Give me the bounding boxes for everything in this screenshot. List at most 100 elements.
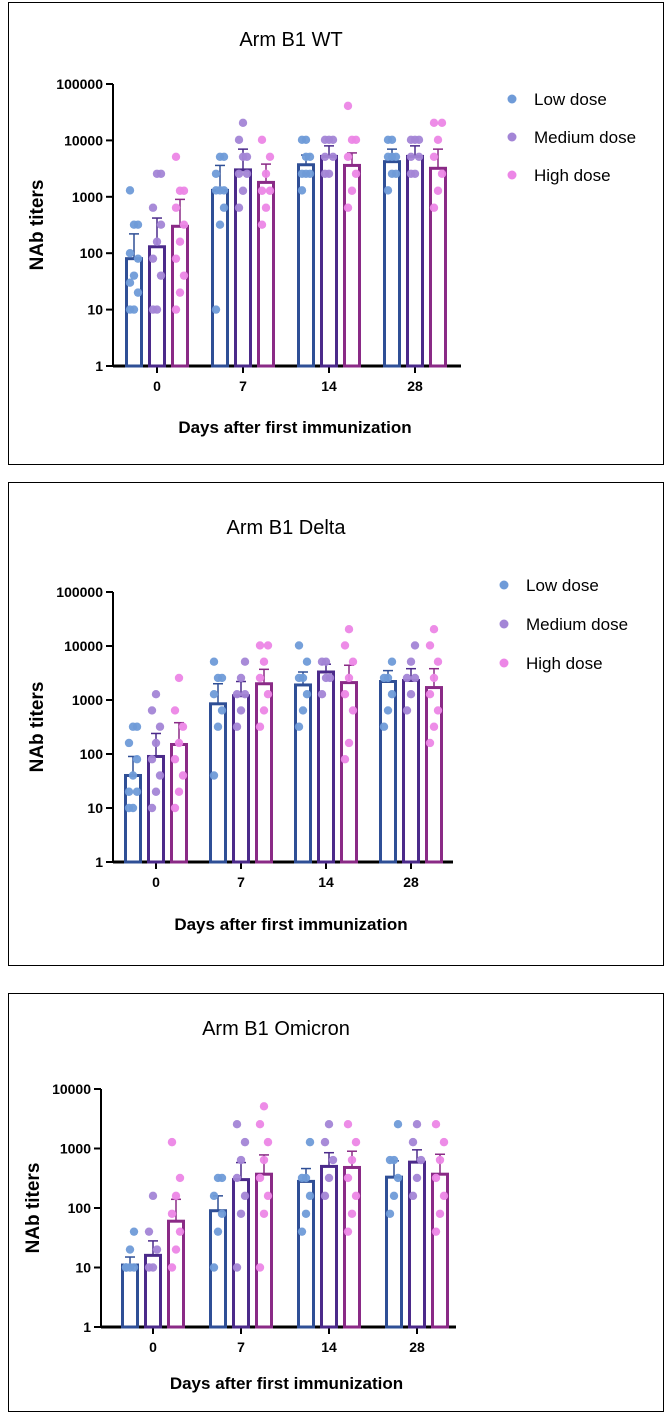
data-point (147, 755, 157, 764)
data-point (255, 1173, 265, 1183)
data-point (305, 169, 315, 178)
data-point (257, 220, 267, 229)
data-point (351, 1137, 361, 1147)
data-point (133, 220, 143, 229)
bar (209, 702, 227, 864)
data-point (391, 152, 401, 161)
data-point (259, 1102, 269, 1111)
data-point (152, 305, 162, 314)
bar (317, 670, 335, 864)
data-point (343, 101, 353, 111)
data-point (265, 152, 275, 161)
data-point (240, 690, 250, 699)
data-point (133, 254, 143, 263)
y-tick-label: 1 (95, 854, 103, 870)
data-point (236, 706, 246, 715)
data-point (144, 1227, 154, 1236)
data-point (175, 1227, 185, 1236)
legend-label: Low dose (526, 576, 599, 595)
data-point (217, 1173, 227, 1183)
bar (431, 1172, 449, 1329)
data-point (236, 673, 246, 683)
bar (232, 1178, 250, 1329)
data-point (301, 1209, 311, 1218)
data-point (425, 738, 435, 748)
chart-omicron: Arm B1 Omicron 1 10 100 1000 10000 NAb titers D… (23, 1018, 456, 1393)
data-point (155, 722, 165, 731)
data-point (263, 1191, 273, 1201)
data-point (156, 220, 166, 229)
data-point (294, 722, 304, 731)
y-tick-label: 10000 (64, 132, 103, 148)
data-point (343, 1227, 353, 1236)
y-tick-label: 10 (75, 1260, 91, 1276)
data-point (238, 186, 248, 195)
y-tick-label: 1000 (72, 692, 103, 708)
data-point (148, 203, 158, 212)
data-point (429, 152, 439, 161)
data-point (178, 771, 188, 780)
data-point (174, 787, 184, 796)
data-point (255, 1263, 265, 1272)
data-point (347, 1155, 357, 1165)
x-axis-label: Days after first immunization (178, 418, 411, 437)
x-tick-label: 28 (409, 1339, 425, 1355)
data-point (305, 152, 315, 161)
data-point (151, 787, 161, 796)
data-point (320, 135, 330, 145)
data-point (389, 1191, 399, 1201)
legend-marker (507, 94, 517, 104)
bar (408, 1160, 426, 1329)
data-point (128, 771, 138, 780)
data-point (242, 152, 252, 161)
bar (121, 1263, 139, 1329)
data-point (217, 673, 227, 683)
data-point (155, 771, 165, 780)
data-point (232, 1173, 242, 1183)
data-point (259, 1209, 269, 1218)
x-tick-label: 7 (239, 378, 247, 394)
data-point (255, 1120, 265, 1129)
data-point (348, 657, 358, 666)
data-point (340, 690, 350, 699)
data-point (433, 657, 443, 666)
data-point (410, 673, 420, 683)
bar (343, 1165, 361, 1329)
data-point (344, 738, 354, 748)
data-point (156, 271, 166, 280)
data-point (148, 1263, 158, 1272)
data-point (170, 803, 180, 813)
data-point (209, 657, 219, 666)
data-point (340, 755, 350, 764)
data-point (437, 169, 447, 178)
data-point (178, 722, 188, 731)
data-point (294, 641, 304, 650)
data-point (351, 169, 361, 178)
legend-marker (507, 170, 517, 180)
data-point (431, 1227, 441, 1236)
bar (429, 166, 447, 368)
data-point (383, 673, 393, 683)
data-point (325, 673, 335, 683)
y-tick-label: 10000 (52, 1081, 91, 1097)
data-point (151, 738, 161, 748)
data-point (429, 673, 439, 683)
data-point (175, 1173, 185, 1183)
data-point (213, 722, 223, 731)
x-tick-label: 0 (152, 874, 160, 890)
y-tick-label: 1000 (60, 1141, 91, 1157)
data-point (410, 641, 420, 650)
data-point (255, 722, 265, 731)
legend-label: Medium dose (526, 615, 628, 634)
data-point (320, 1137, 330, 1147)
data-point (429, 203, 439, 212)
bar (294, 683, 312, 864)
chart-delta: Arm B1 Delta 1 10 100 1000 10000 100000 NAb tit… (27, 517, 628, 934)
data-point (391, 169, 401, 178)
x-tick-label: 14 (318, 874, 334, 890)
data-point (240, 657, 250, 666)
legend-label: High dose (526, 654, 603, 673)
data-point (393, 1120, 403, 1129)
data-point (240, 1191, 250, 1201)
data-point (170, 706, 180, 715)
